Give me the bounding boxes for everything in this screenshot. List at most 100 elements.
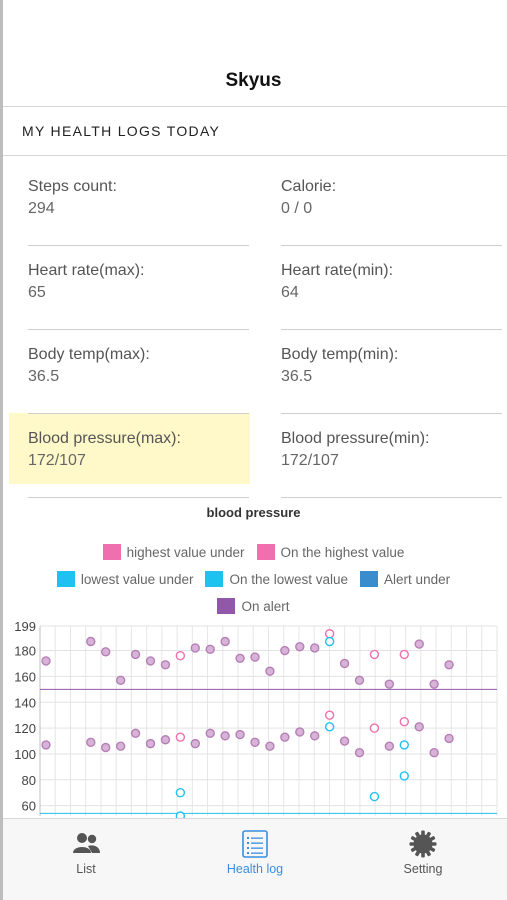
data-point	[369, 649, 380, 660]
data-point	[310, 643, 320, 653]
data-point	[324, 710, 335, 720]
tab-label: List	[76, 862, 96, 876]
y-tick-label: 100	[14, 747, 36, 762]
legend-swatch	[360, 571, 379, 587]
metric-label: Body temp(max):	[28, 346, 150, 363]
legend-label: Alert under	[384, 571, 451, 587]
section-title: MY HEALTH LOGS TODAY	[22, 123, 221, 139]
y-tick-label: 140	[14, 695, 36, 710]
data-point	[190, 643, 200, 653]
y-tick-label: 160	[14, 669, 36, 684]
metric-value: 0 / 0	[281, 200, 313, 217]
legend-item-on-lowest[interactable]: On the lowest value	[205, 571, 348, 587]
data-point	[399, 716, 409, 727]
data-point	[295, 641, 305, 652]
data-point	[384, 679, 395, 689]
metric-label: Heart rate(max):	[28, 262, 145, 279]
health-log-icon	[242, 830, 268, 858]
title-bar: Skyus	[0, 0, 507, 107]
metric-heart-rate-min: Heart rate(min): 64	[281, 254, 502, 330]
blood-pressure-chart: 199 180 160 140 120 100 80 60	[14, 620, 498, 818]
legend-label: lowest value under	[80, 571, 194, 587]
metric-value: 65	[28, 284, 46, 301]
legend-item-on-highest[interactable]: On the highest value	[256, 544, 404, 560]
metric-label: Body temp(min):	[281, 346, 399, 363]
data-point	[175, 651, 186, 661]
data-point	[384, 741, 395, 751]
data-point	[324, 636, 335, 647]
data-point	[41, 740, 51, 750]
data-point	[160, 660, 171, 670]
data-point	[86, 636, 96, 647]
data-point	[175, 788, 186, 798]
data-point	[220, 731, 230, 741]
metric-blood-pressure-min: Blood pressure(min): 172/107	[281, 422, 502, 498]
data-point	[175, 732, 186, 742]
people-icon	[73, 833, 100, 853]
data-point	[130, 728, 141, 738]
data-point	[444, 733, 454, 744]
section-header: MY HEALTH LOGS TODAY	[0, 108, 507, 156]
data-point	[354, 675, 365, 685]
data-point	[101, 742, 111, 753]
data-point	[220, 636, 230, 647]
legend-row: lowest value under On the lowest value A…	[0, 571, 507, 587]
legend-item-highest-under[interactable]: highest value under	[102, 544, 245, 560]
data-point	[354, 747, 365, 758]
legend-item-lowest-under[interactable]: lowest value under	[56, 571, 194, 587]
metric-value: 172/107	[281, 452, 339, 469]
data-point	[265, 741, 275, 751]
metric-steps: Steps count: 294	[28, 170, 249, 246]
metric-value: 36.5	[28, 368, 60, 385]
data-point	[160, 735, 171, 745]
data-point	[339, 736, 350, 746]
page-title: Skyus	[225, 70, 282, 91]
tab-setting[interactable]: Setting	[363, 819, 483, 900]
data-point	[414, 639, 424, 649]
y-tick-label: 180	[14, 644, 36, 659]
data-point	[265, 666, 275, 676]
data-point	[205, 728, 215, 738]
data-point	[86, 737, 96, 748]
data-point	[399, 771, 409, 781]
data-point	[175, 811, 186, 818]
legend-item-on-alert[interactable]: On alert	[217, 598, 290, 614]
metric-value: 294	[28, 200, 55, 217]
data-point	[145, 738, 156, 749]
legend-row: On alert	[0, 598, 507, 614]
data-point	[414, 722, 424, 732]
data-point	[399, 740, 409, 750]
data-point	[429, 679, 439, 689]
metric-label: Calorie:	[281, 178, 337, 195]
highlight-blood-pressure-max	[9, 413, 250, 484]
legend-swatch	[205, 571, 224, 587]
data-point	[324, 722, 335, 732]
tab-list[interactable]: List	[26, 819, 146, 900]
y-tick-label: 120	[14, 721, 36, 736]
metric-calorie: Calorie: 0 / 0	[281, 170, 502, 246]
data-point	[324, 629, 335, 639]
metric-heart-rate-max: Heart rate(max): 65	[28, 254, 249, 330]
legend-label: On the lowest value	[229, 571, 349, 587]
legend-swatch	[102, 544, 121, 560]
legend-swatch	[256, 544, 275, 560]
data-point	[250, 737, 260, 748]
data-point	[115, 741, 126, 751]
data-point	[280, 645, 290, 656]
data-point	[130, 649, 141, 660]
data-point	[145, 656, 156, 666]
data-point	[280, 732, 290, 742]
data-point	[399, 649, 409, 660]
tab-health-log[interactable]: Health log	[195, 819, 315, 900]
legend-label: highest value under	[126, 544, 245, 560]
tab-bar: List Health log Sett	[0, 818, 507, 900]
data-point	[41, 656, 51, 666]
legend-label: On alert	[241, 598, 290, 614]
legend-item-alert-under[interactable]: Alert under	[360, 571, 450, 587]
legend-swatch	[217, 598, 236, 614]
data-point	[101, 647, 111, 657]
legend-swatch	[56, 571, 75, 587]
tab-label: Setting	[403, 862, 443, 876]
left-edge	[0, 0, 3, 900]
gear-icon	[409, 830, 437, 858]
